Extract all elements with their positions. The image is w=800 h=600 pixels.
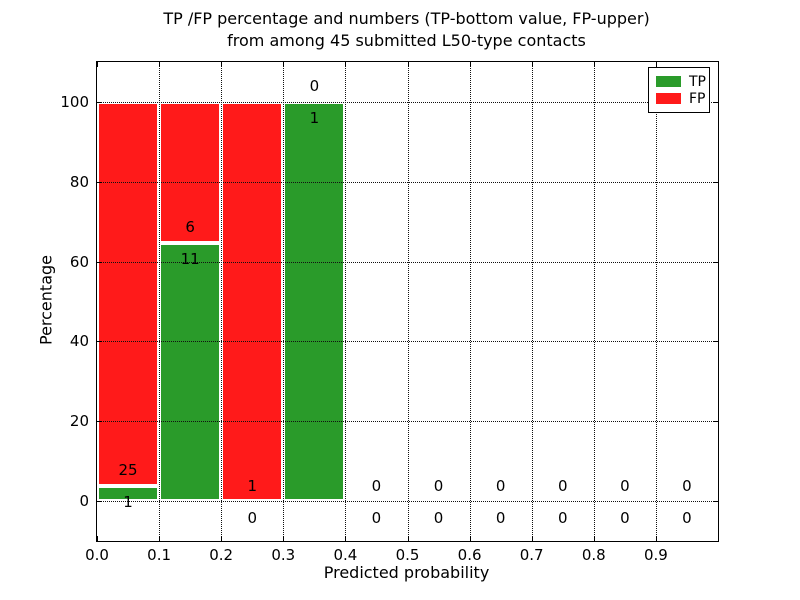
- plot-area: TP FP 0.0 0.1 0.2 0.3 0.4 0.5 0.6 0.7 0.8 0.9 0 20 4…: [60, 61, 719, 564]
- tp-swatch-icon: [656, 76, 681, 87]
- tp-count-label: 0: [557, 508, 568, 527]
- chart-title-line2: from among 45 submitted L50-type contact…: [227, 31, 586, 50]
- x-tick-mark-top: [531, 62, 533, 67]
- tp-count-label: 0: [682, 508, 692, 527]
- tp-count-label: 1: [123, 493, 133, 512]
- bar-segment-tp: [159, 242, 222, 502]
- x-tick-mark: [469, 536, 471, 541]
- x-tick-mark-top: [469, 62, 471, 67]
- gridline-vertical: [221, 62, 223, 541]
- x-tick-label: 0.0: [85, 546, 109, 564]
- y-tick-mark: [97, 261, 102, 263]
- tp-count-label: 0: [371, 508, 382, 527]
- y-tick-label: 80: [69, 172, 89, 191]
- gridline-vertical: [345, 62, 347, 541]
- fp-count-label: 6: [185, 218, 195, 237]
- bar-segment-fp: [97, 101, 160, 486]
- tp-count-label: 0: [433, 508, 444, 527]
- y-tick-label: 100: [60, 92, 89, 111]
- x-tick-mark-top: [593, 62, 595, 67]
- x-tick-mark-top: [97, 62, 98, 67]
- y-tick-mark-right: [713, 341, 718, 343]
- y-tick-mark: [97, 101, 102, 103]
- y-tick-label: 20: [69, 412, 89, 431]
- y-tick-mark-right: [713, 261, 718, 263]
- gridline-vertical: [655, 62, 657, 541]
- x-tick-label: 0.7: [519, 546, 544, 564]
- x-tick-mark: [283, 536, 285, 541]
- x-tick-mark-top: [283, 62, 285, 67]
- x-tick-label: 0.6: [457, 546, 482, 564]
- x-tick-label: 0.4: [333, 546, 358, 564]
- y-tick-mark-right: [713, 421, 718, 423]
- x-tick-mark: [407, 536, 409, 541]
- x-tick-mark-top: [221, 62, 223, 67]
- fp-count-label: 0: [371, 476, 382, 495]
- bar-segment-tp: [283, 101, 346, 502]
- legend-label-tp: TP: [689, 73, 706, 90]
- x-tick-mark: [159, 536, 161, 541]
- y-tick-mark: [97, 181, 102, 183]
- fp-count-label: 1: [247, 476, 258, 495]
- bar-segment-tp: [97, 485, 160, 502]
- gridline-vertical: [531, 62, 533, 541]
- x-tick-mark: [655, 536, 657, 541]
- chart-title: TP /FP percentage and numbers (TP-bottom…: [96, 8, 717, 52]
- y-tick-mark: [97, 341, 102, 343]
- fp-count-label: 0: [309, 77, 320, 96]
- gridline-vertical: [159, 62, 161, 541]
- tp-count-label: 0: [495, 508, 506, 527]
- x-tick-mark-top: [345, 62, 347, 67]
- gridline-vertical: [407, 62, 409, 541]
- fp-count-label: 0: [495, 476, 506, 495]
- x-tick-label: 0.3: [271, 546, 296, 564]
- x-tick-mark: [345, 536, 347, 541]
- x-tick-label: 0.2: [209, 546, 234, 564]
- x-tick-label: 0.5: [395, 546, 420, 564]
- y-tick-mark: [97, 501, 102, 503]
- fp-count-label: 0: [433, 476, 444, 495]
- y-tick-mark-right: [713, 101, 718, 103]
- legend-item-tp: TP: [656, 73, 706, 90]
- x-tick-label: 0.8: [581, 546, 606, 564]
- y-tick-mark-right: [713, 501, 718, 503]
- fp-count-label: 0: [620, 476, 630, 495]
- x-tick-label: 0.1: [147, 546, 172, 564]
- fp-count-label: 0: [682, 476, 692, 495]
- y-tick-label: 0: [79, 492, 89, 511]
- gridline-vertical: [283, 62, 285, 541]
- fp-count-label: 0: [557, 476, 568, 495]
- x-tick-mark: [593, 536, 595, 541]
- gridline-vertical: [469, 62, 471, 541]
- y-tick-label: 60: [69, 252, 89, 271]
- bar-segment-fp: [221, 101, 284, 502]
- fp-count-label: 25: [118, 461, 138, 480]
- y-tick-mark-right: [713, 181, 718, 183]
- legend-label-fp: FP: [689, 90, 706, 107]
- tp-count-label: 11: [180, 250, 200, 269]
- tp-count-label: 1: [309, 109, 320, 128]
- bar-segment-fp: [159, 101, 222, 243]
- x-axis-label: Predicted probability: [323, 563, 490, 582]
- x-tick-mark: [97, 536, 98, 541]
- x-tick-mark: [221, 536, 223, 541]
- tp-count-label: 0: [620, 508, 630, 527]
- x-tick-mark-top: [655, 62, 657, 67]
- gridline-vertical: [593, 62, 595, 541]
- tp-count-label: 0: [247, 508, 258, 527]
- x-tick-label: 0.9: [643, 546, 668, 564]
- x-tick-mark-top: [159, 62, 161, 67]
- x-tick-mark-top: [407, 62, 409, 67]
- y-tick-mark: [97, 421, 102, 423]
- legend-item-fp: FP: [656, 90, 706, 107]
- y-tick-label: 40: [69, 332, 89, 351]
- fp-swatch-icon: [656, 93, 681, 104]
- chart-title-line1: TP /FP percentage and numbers (TP-bottom…: [163, 9, 650, 28]
- legend: TP FP: [648, 67, 710, 113]
- x-tick-mark: [531, 536, 533, 541]
